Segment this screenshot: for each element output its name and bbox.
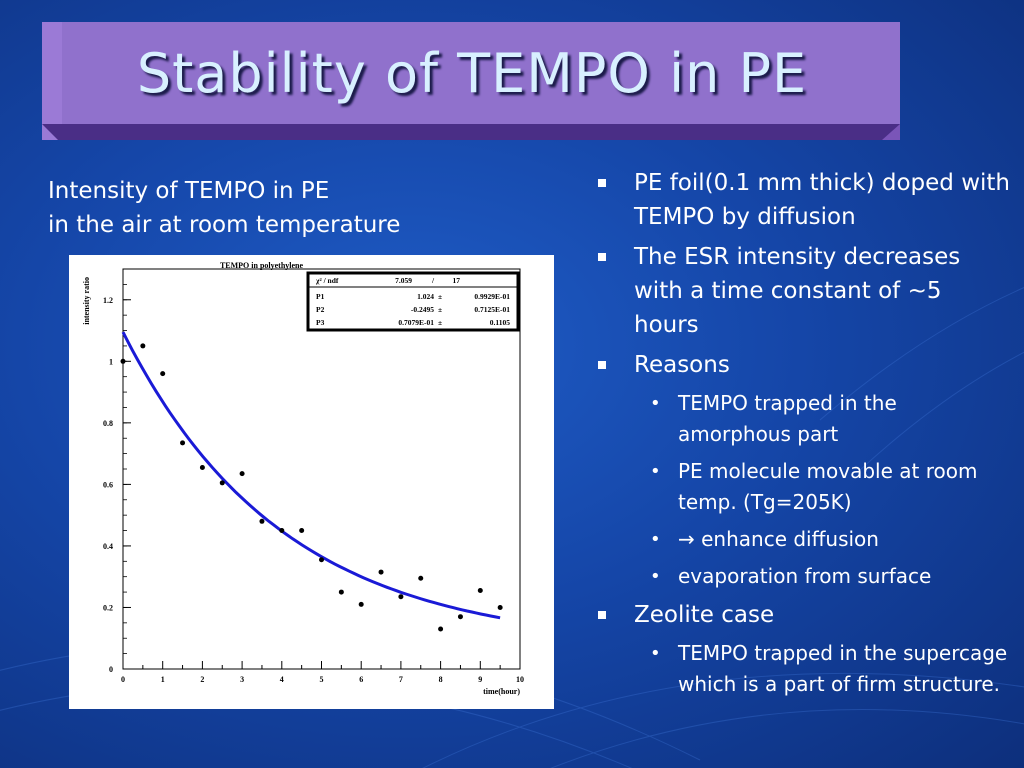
stats-param-error: 0.1105 <box>490 318 510 327</box>
title-banner <box>42 22 900 140</box>
y-axis-label: intensity ratio <box>82 277 91 325</box>
data-point <box>299 528 305 534</box>
caption-line-2: in the air at room temperature <box>48 212 401 238</box>
x-tick-label: 3 <box>240 675 244 684</box>
x-tick-label: 10 <box>516 675 524 684</box>
data-point <box>477 588 483 594</box>
bullet-square-icon <box>598 611 606 619</box>
stats-param-pm: ± <box>438 292 442 301</box>
bullet-item: PE foil(0.1 mm thick) doped with TEMPO b… <box>590 166 1010 234</box>
page-title: Stability of TEMPO in PE <box>136 41 808 105</box>
stats-header-value: 7.059 <box>395 276 412 285</box>
data-point <box>239 471 245 477</box>
stats-header-ndf: 17 <box>453 276 461 285</box>
bullet-dot-icon: • <box>650 566 661 587</box>
sub-bullet-item: • → enhance diffusion <box>590 524 1010 555</box>
sub-bullet-item: • evaporation from surface <box>590 561 1010 592</box>
x-tick-label: 8 <box>439 675 443 684</box>
data-point <box>120 358 126 364</box>
stats-param-name: P2 <box>316 305 325 314</box>
sub-bullet-text: TEMPO trapped in the amorphous part <box>678 391 897 446</box>
bullet-dot-icon: • <box>650 461 661 482</box>
data-point <box>259 518 265 524</box>
bullet-item: Reasons <box>590 348 1010 382</box>
data-point <box>219 480 225 486</box>
data-point <box>457 614 463 620</box>
data-point <box>497 604 503 610</box>
data-point <box>378 569 384 575</box>
bullet-text: Reasons <box>634 352 730 378</box>
data-point <box>279 528 285 534</box>
stats-param-pm: ± <box>438 318 442 327</box>
chart-title: TEMPO in polyethylene <box>220 261 304 270</box>
y-tick-label: 1.2 <box>103 296 113 305</box>
bullet-dot-icon: • <box>650 393 661 414</box>
y-tick-label: 0.4 <box>103 542 113 551</box>
data-point <box>418 575 424 581</box>
sub-bullet-item: • TEMPO trapped in the amorphous part <box>590 388 1010 450</box>
bullet-list: PE foil(0.1 mm thick) doped with TEMPO b… <box>590 166 1010 706</box>
bullet-text: PE foil(0.1 mm thick) doped with TEMPO b… <box>634 170 1011 230</box>
data-point <box>199 464 205 470</box>
x-tick-label: 4 <box>280 675 284 684</box>
bullet-square-icon <box>598 361 606 369</box>
x-tick-label: 2 <box>200 675 204 684</box>
x-tick-label: 9 <box>478 675 482 684</box>
x-tick-label: 0 <box>121 675 125 684</box>
x-tick-label: 7 <box>399 675 403 684</box>
chart: TEMPO in polyethylene 0 1 2 3 4 5 6 7 8 9 10 0 0.2 0.4… <box>69 255 554 709</box>
bullet-item: The ESR intensity decreases with a time … <box>590 240 1010 342</box>
data-point <box>358 601 364 607</box>
stats-param-value: 1.024 <box>417 292 434 301</box>
bullet-text: The ESR intensity decreases with a time … <box>634 244 961 338</box>
y-tick-label: 0 <box>109 665 113 674</box>
stats-param-error: 0.7125E-01 <box>474 305 510 314</box>
x-tick-label: 6 <box>359 675 363 684</box>
sub-bullet-text: → enhance diffusion <box>678 527 879 551</box>
sub-bullet-text: TEMPO trapped in the supercage which is … <box>678 641 1008 696</box>
chart-caption: Intensity of TEMPO in PE in the air at r… <box>48 174 400 242</box>
bullet-text: Zeolite case <box>634 602 775 628</box>
chart-svg: TEMPO in polyethylene 0 1 2 3 4 5 6 7 8 9 10 0 0.2 0.4… <box>82 261 524 696</box>
data-point <box>180 440 186 446</box>
y-tick-label: 0.6 <box>103 480 113 489</box>
caption-line-1: Intensity of TEMPO in PE <box>48 178 330 204</box>
stats-header-sep: / <box>431 276 435 285</box>
bullet-dot-icon: • <box>650 529 661 550</box>
x-axis-label: time(hour) <box>483 687 520 696</box>
fit-curve <box>121 331 501 620</box>
sub-bullet-item: • TEMPO trapped in the supercage which is… <box>590 638 1010 700</box>
stats-param-error: 0.9929E-01 <box>474 292 510 301</box>
x-tick-label: 5 <box>320 675 324 684</box>
sub-bullet-item: • PE molecule movable at room temp. (Tg=2… <box>590 456 1010 518</box>
data-point <box>438 626 444 632</box>
y-tick-label: 1 <box>109 357 113 366</box>
bullet-item: Zeolite case <box>590 598 1010 632</box>
data-point <box>398 594 404 600</box>
data-point <box>319 557 324 563</box>
bullet-dot-icon: • <box>650 643 661 664</box>
data-point <box>140 343 146 349</box>
bullet-square-icon <box>598 253 606 261</box>
x-tick-label: 1 <box>161 675 165 684</box>
stats-param-value: -0.2495 <box>411 305 434 314</box>
stats-param-pm: ± <box>438 305 442 314</box>
stats-param-name: P1 <box>316 292 325 301</box>
stats-param-name: P3 <box>316 318 325 327</box>
stats-header-label: χ² / ndf <box>315 276 339 285</box>
y-tick-label: 0.8 <box>103 419 113 428</box>
y-tick-label: 0.2 <box>103 603 113 612</box>
stats-box <box>306 271 520 332</box>
data-point <box>338 589 344 595</box>
stats-param-value: 0.7079E-01 <box>398 318 434 327</box>
bullet-square-icon <box>598 179 606 187</box>
data-point <box>160 371 166 377</box>
sub-bullet-text: PE molecule movable at room temp. (Tg=20… <box>678 459 978 514</box>
sub-bullet-text: evaporation from surface <box>678 564 932 588</box>
